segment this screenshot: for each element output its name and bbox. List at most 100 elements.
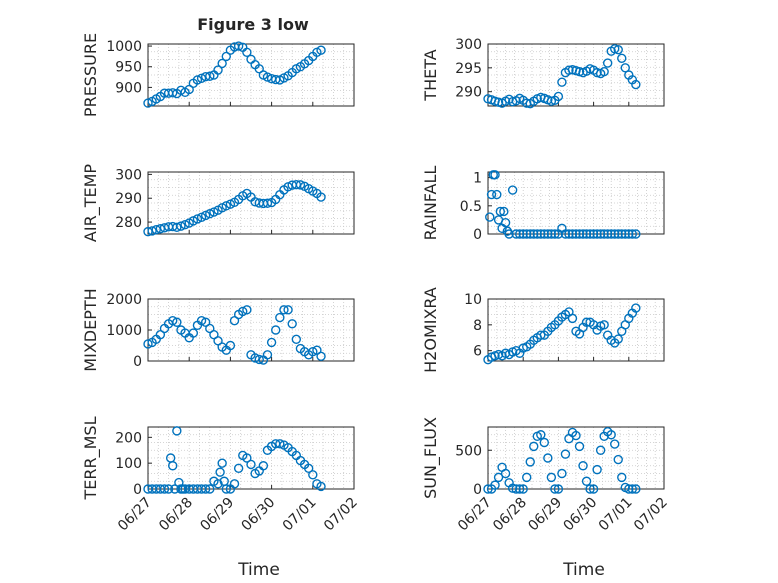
subplot-terr_msl: 0 100 200 06/27 06/28 06/29 06/30 07/01 07/02 TER… bbox=[81, 416, 361, 580]
data-point bbox=[599, 320, 609, 330]
data-point bbox=[525, 229, 535, 239]
data-point bbox=[233, 41, 244, 51]
x-axis-label: Time bbox=[237, 560, 280, 580]
data-point bbox=[585, 484, 595, 494]
data-point bbox=[490, 480, 500, 490]
y-tick-label: 0 bbox=[473, 227, 482, 243]
data-point bbox=[262, 72, 273, 82]
data-point bbox=[308, 347, 318, 357]
data-point bbox=[631, 303, 641, 313]
data-point bbox=[564, 65, 574, 75]
x-tick-label: 06/30 bbox=[561, 495, 601, 535]
data-point bbox=[539, 437, 550, 448]
data-point bbox=[258, 461, 269, 471]
x-tick-label: 07/02 bbox=[321, 495, 361, 535]
data-point bbox=[624, 484, 634, 494]
data-point bbox=[492, 189, 502, 200]
data-point bbox=[560, 449, 571, 459]
data-point bbox=[238, 306, 248, 317]
data-point bbox=[602, 58, 613, 68]
data-point bbox=[192, 214, 203, 224]
data-point bbox=[507, 185, 518, 195]
data-point bbox=[490, 170, 500, 180]
y-tick-label: 200 bbox=[115, 430, 142, 446]
data-point bbox=[143, 98, 153, 108]
data-point bbox=[546, 229, 557, 239]
data-point bbox=[550, 484, 560, 494]
data-point bbox=[295, 180, 306, 190]
data-point bbox=[279, 305, 289, 315]
data-point bbox=[196, 316, 207, 326]
data-point bbox=[275, 439, 285, 449]
data-point bbox=[500, 218, 511, 228]
data-point bbox=[221, 201, 231, 211]
data-point bbox=[213, 479, 223, 489]
data-point bbox=[254, 354, 264, 365]
y-axis-label: SUN_FLUX bbox=[421, 417, 441, 499]
data-point bbox=[168, 461, 178, 471]
data-point bbox=[574, 441, 585, 452]
data-point bbox=[316, 481, 326, 492]
data-point bbox=[578, 461, 588, 471]
y-tick-label: 1 bbox=[473, 171, 482, 187]
data-point bbox=[620, 229, 630, 239]
data-point bbox=[536, 330, 546, 340]
data-point bbox=[205, 71, 215, 81]
y-tick-label: 290 bbox=[115, 191, 142, 207]
data-point bbox=[485, 212, 495, 222]
axes-box bbox=[487, 426, 665, 490]
data-point bbox=[242, 453, 252, 463]
data-point bbox=[225, 340, 236, 351]
data-point bbox=[172, 317, 182, 327]
data-point bbox=[581, 229, 592, 239]
data-point bbox=[316, 192, 326, 202]
data-point bbox=[567, 229, 578, 239]
data-point bbox=[316, 45, 326, 55]
data-point bbox=[196, 73, 207, 84]
y-tick-label: 10 bbox=[464, 292, 482, 308]
data-point bbox=[159, 484, 170, 494]
y-axis-label: THETA bbox=[421, 49, 440, 101]
data-point bbox=[163, 484, 174, 494]
data-point bbox=[592, 229, 602, 239]
data-point bbox=[525, 457, 535, 467]
data-point bbox=[192, 75, 203, 85]
data-point bbox=[585, 229, 595, 239]
figure-title: Figure 3 low bbox=[197, 15, 309, 34]
data-point bbox=[518, 484, 528, 494]
y-tick-label: 1000 bbox=[106, 323, 142, 339]
y-tick-label: 0 bbox=[473, 482, 482, 498]
x-tick-label: 07/01 bbox=[280, 495, 320, 535]
data-point bbox=[546, 472, 557, 483]
data-point bbox=[233, 463, 244, 474]
data-point bbox=[283, 305, 293, 315]
data-point bbox=[613, 229, 623, 239]
data-point bbox=[147, 226, 157, 236]
axes-box bbox=[487, 298, 665, 362]
data-point bbox=[595, 229, 606, 239]
axes-box bbox=[147, 43, 355, 107]
y-axis-label: RAINFALL bbox=[421, 166, 440, 241]
subplot-pressure: 900 950 1000 PRESSURE bbox=[81, 33, 355, 117]
data-point bbox=[588, 229, 599, 239]
x-tick-label: 07/01 bbox=[596, 495, 636, 535]
data-point bbox=[627, 484, 638, 494]
data-point bbox=[229, 479, 240, 489]
subplot-rainfall: 0 0.5 1 RAINFALL bbox=[421, 166, 665, 243]
data-point bbox=[536, 430, 546, 440]
data-point bbox=[581, 476, 592, 486]
data-point bbox=[176, 221, 186, 231]
data-point bbox=[242, 47, 252, 57]
data-point bbox=[560, 229, 571, 239]
y-tick-label: 6 bbox=[473, 344, 482, 360]
data-point bbox=[522, 472, 532, 483]
data-point bbox=[518, 229, 528, 239]
data-point bbox=[557, 77, 567, 87]
data-point bbox=[610, 439, 620, 449]
data-point bbox=[599, 229, 609, 239]
data-point bbox=[246, 459, 256, 470]
data-point bbox=[215, 467, 225, 477]
data-point bbox=[217, 458, 227, 468]
